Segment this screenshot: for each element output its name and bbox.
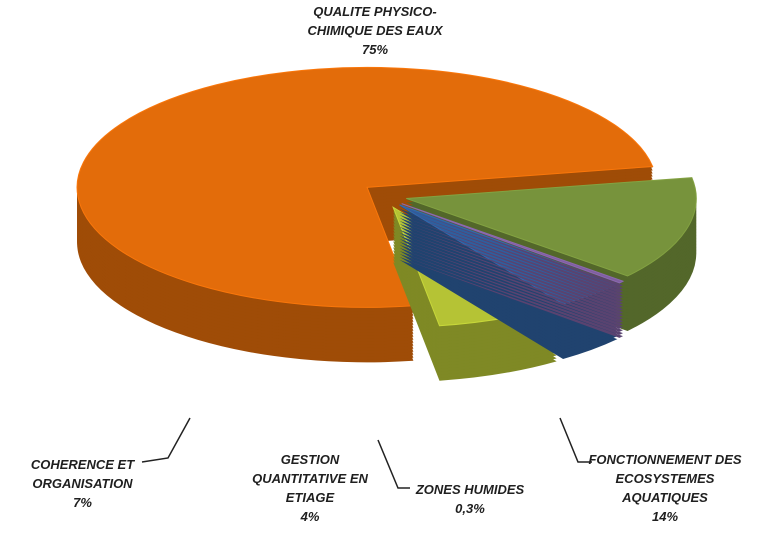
leader-line [559, 417, 592, 463]
slice-side [401, 228, 623, 308]
value-label: 7% [73, 495, 92, 510]
slice-side [401, 252, 623, 332]
slice [406, 177, 697, 277]
slice-side [401, 231, 623, 311]
slice-side [401, 255, 623, 335]
leader-line [141, 417, 191, 463]
slice-side [401, 237, 623, 317]
slice [401, 203, 625, 284]
category-label: ZONES HUMIDES [415, 482, 525, 497]
slice-side [401, 216, 623, 296]
slice-side [401, 249, 623, 329]
slice-side [401, 246, 623, 326]
category-label: QUALITE PHYSICO-CHIMIQUE DES EAUX [307, 4, 443, 38]
slice-label: QUALITE PHYSICO-CHIMIQUE DES EAUX 75% [290, 2, 460, 59]
value-label: 4% [300, 509, 320, 524]
slice-side [401, 219, 623, 299]
category-label: FONCTIONNEMENT DES ECOSYSTEMES AQUATIQUE… [588, 452, 742, 505]
slice-label: ZONES HUMIDES 0,3% [405, 480, 535, 518]
slice-label: FONCTIONNEMENT DES ECOSYSTEMES AQUATIQUE… [575, 450, 755, 526]
value-label: 0,3% [455, 501, 485, 516]
slice-side [401, 243, 623, 323]
leader-line [377, 439, 410, 489]
slice-side [401, 213, 623, 293]
slice-label: COHERENCE ET ORGANISATION 7% [20, 455, 145, 512]
slice-label: GESTION QUANTITATIVE EN ETIAGE 4% [250, 450, 370, 526]
slice-side [401, 210, 623, 290]
category-label: COHERENCE ET ORGANISATION [30, 457, 135, 491]
slice-side [401, 222, 623, 302]
slice-side [401, 234, 623, 314]
value-label: 75% [361, 42, 389, 57]
slice-side [401, 258, 623, 338]
category-label: GESTION QUANTITATIVE EN ETIAGE [252, 452, 368, 505]
slice-side [401, 225, 623, 305]
slice-side [401, 207, 623, 287]
slice [76, 66, 654, 308]
slice-side [401, 240, 623, 320]
value-label: 14% [651, 509, 679, 524]
